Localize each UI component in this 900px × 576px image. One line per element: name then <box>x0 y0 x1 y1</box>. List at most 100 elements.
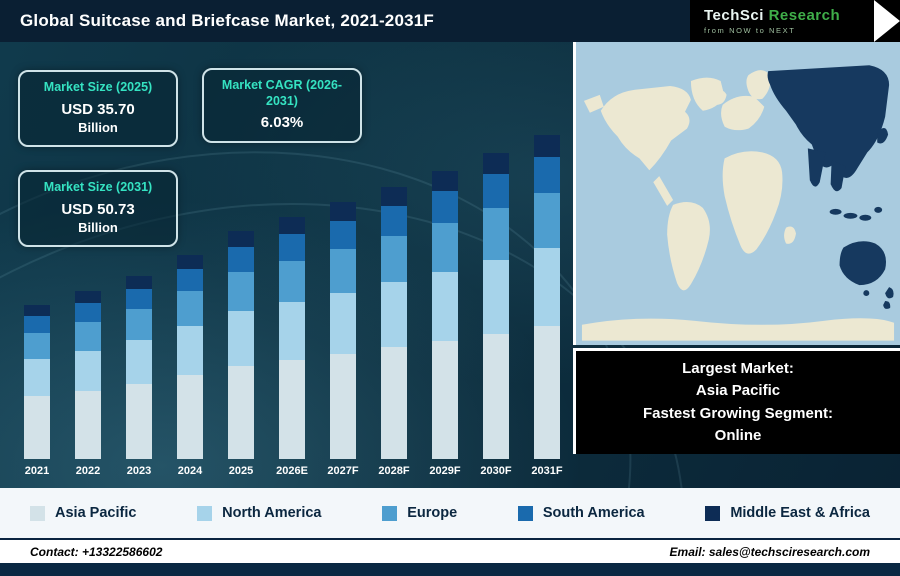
bar-x-label: 2027F <box>327 465 359 477</box>
bar-segment <box>432 191 458 223</box>
map-region-japan <box>877 128 889 144</box>
map-region-australia <box>839 241 887 286</box>
map-region-indonesia <box>859 214 872 221</box>
bar-column-2030F: 2030F <box>473 153 519 478</box>
stat-box-1: Market CAGR (2026-2031) 6.03% <box>202 68 362 144</box>
bar-segment <box>534 135 560 157</box>
map-region-antarctica <box>581 318 895 341</box>
bar-segment <box>228 272 254 311</box>
footer-contact: Contact: +13322586602 <box>30 544 163 559</box>
bar-segment <box>279 217 305 234</box>
map-region-south-america <box>667 202 710 291</box>
bar-segment <box>432 272 458 341</box>
map-region-north-america <box>600 85 691 171</box>
bar-segment <box>483 208 509 260</box>
legend-item-0: Asia Pacific <box>30 505 136 521</box>
bar-segment <box>24 359 50 396</box>
footer-email: Email: sales@techsciresearch.com <box>669 544 870 559</box>
legend-swatch <box>705 505 721 521</box>
bar-x-label: 2023 <box>126 465 152 477</box>
map-region-europe <box>721 95 765 131</box>
bar-x-label: 2030F <box>480 465 512 477</box>
bar-segment <box>330 293 356 354</box>
legend-item-4: Middle East & Africa <box>705 505 870 521</box>
map-region-africa <box>722 151 783 254</box>
bar-segment <box>228 231 254 247</box>
logo-name-a: TechSci <box>704 7 764 24</box>
bar-column-2024: 2024 <box>167 255 213 478</box>
header: Global Suitcase and Briefcase Market, 20… <box>0 0 900 42</box>
bar-segment <box>126 340 152 384</box>
bar-column-2026E: 2026E <box>269 217 315 478</box>
bar-column-2025: 2025 <box>218 231 264 478</box>
bar-x-label: 2024 <box>177 465 203 477</box>
world-map <box>576 43 900 344</box>
map-landmasses <box>581 70 895 341</box>
legend-swatch <box>30 505 45 521</box>
bar-column-2031F: 2031F <box>524 135 570 478</box>
bar-segment <box>228 247 254 272</box>
bottom-bar <box>0 563 900 576</box>
bar-segment <box>483 334 509 459</box>
bar-segment <box>75 303 101 322</box>
map-region-new-zealand <box>885 287 894 299</box>
map-region-new-zealand <box>883 301 891 309</box>
bar-x-label: 2025 <box>228 465 254 477</box>
stat-box-2: Market Size (2031) USD 50.73 Billion <box>18 170 178 247</box>
stat-unit: Billion <box>78 219 118 235</box>
bar-segment <box>534 248 560 326</box>
map-region-asia-pacific-highlight <box>767 65 894 309</box>
legend-item-3: South America <box>517 505 645 521</box>
stat-label: Market Size (2025) <box>43 80 153 94</box>
bar-x-label: 2028F <box>378 465 410 477</box>
bar-segment <box>126 276 152 289</box>
bar-segment <box>330 249 356 293</box>
bar-column-2027F: 2027F <box>320 202 366 478</box>
map-region-southeast-asia <box>830 160 846 192</box>
caption-line: Fastest Growing Segment: <box>642 404 834 422</box>
bar-segment <box>483 153 509 174</box>
map-region-philippines <box>874 206 883 213</box>
bar-segment <box>24 305 50 316</box>
legend-item-1: North America <box>197 505 322 521</box>
bar-segment <box>432 341 458 459</box>
bar-segment <box>381 236 407 282</box>
bar-segment <box>24 333 50 359</box>
logo-arrow-icon <box>874 0 900 42</box>
chart-area: 2021 2022 2023 2024 2025 2026E 2027F 2028F 2029F… <box>0 42 900 488</box>
bar-segment <box>75 291 101 303</box>
bar-segment <box>330 354 356 459</box>
bar-segment <box>483 260 509 334</box>
bar-column-2022: 2022 <box>65 291 111 478</box>
map-region-madagascar <box>784 226 796 244</box>
legend-swatch <box>197 505 213 521</box>
map-region-alaska <box>583 94 604 113</box>
stat-label: Market CAGR (2026-2031) <box>221 78 343 108</box>
legend-label: South America <box>542 505 645 521</box>
bar-segment <box>75 391 101 459</box>
largest-market-caption: Largest Market: Asia Pacific Fastest Growi… <box>573 348 900 454</box>
techsci-logo: TechSci Research from NOW to NEXT <box>690 0 900 42</box>
bar-segment <box>126 309 152 340</box>
chart-legend: Asia Pacific North America Europe South Ame… <box>0 488 900 538</box>
caption-line: Online <box>714 427 762 444</box>
legend-label: Middle East & Africa <box>730 505 870 521</box>
bar-segment <box>432 171 458 191</box>
legend-item-2: Europe <box>382 505 457 521</box>
bar-x-label: 2029F <box>429 465 461 477</box>
map-region-asia <box>767 65 890 178</box>
bar-segment <box>24 316 50 333</box>
map-region-india <box>807 148 826 187</box>
bar-segment <box>228 366 254 459</box>
bar-segment <box>381 282 407 347</box>
bar-segment <box>432 223 458 272</box>
logo-tagline: from NOW to NEXT <box>704 26 796 35</box>
logo-name-b: Research <box>768 7 841 24</box>
bar-x-label: 2026E <box>276 465 308 477</box>
bar-segment <box>381 206 407 236</box>
bar-segment <box>75 322 101 351</box>
bar-column-2021: 2021 <box>14 305 60 478</box>
legend-label: North America <box>222 505 322 521</box>
stacked-bar-chart: 2021 2022 2023 2024 2025 2026E 2027F 2028F 2029F… <box>14 135 570 478</box>
